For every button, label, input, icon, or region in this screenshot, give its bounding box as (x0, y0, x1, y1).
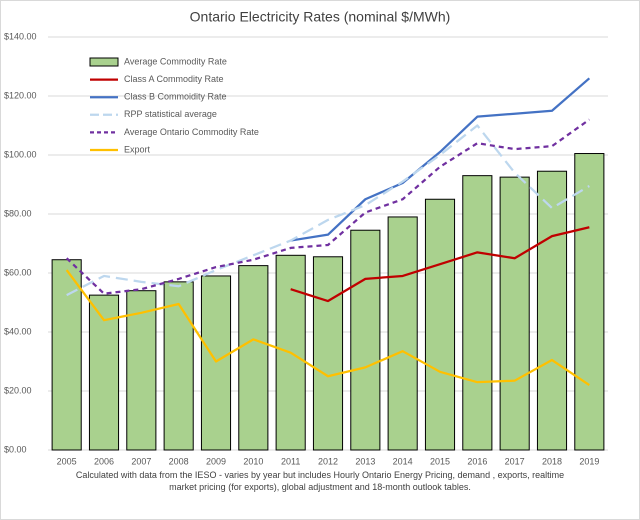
bar (424, 198, 456, 451)
y-tick-label: $60.00 (4, 267, 32, 277)
y-tick-label: $0.00 (4, 444, 27, 454)
x-tick-label: 2008 (169, 456, 189, 466)
y-tick-label: $80.00 (4, 208, 32, 218)
x-tick-label: 2012 (318, 456, 338, 466)
footnote: Calculated with data from the IESO - var… (75, 470, 565, 492)
y-tick-label: $100.00 (4, 149, 37, 159)
y-tick-label: $140.00 (4, 31, 37, 41)
bar (312, 256, 344, 451)
y-tick-label: $20.00 (4, 385, 32, 395)
line-series (66, 124, 590, 297)
bar (350, 229, 381, 451)
bar (499, 176, 530, 451)
legend-label: Export (124, 144, 151, 154)
bar (238, 265, 269, 451)
x-tick-label: 2019 (579, 456, 599, 466)
x-tick-label: 2007 (131, 456, 151, 466)
line-series (65, 269, 590, 387)
x-tick-label: 2006 (94, 456, 114, 466)
x-tick-label: 2011 (281, 456, 300, 466)
legend-label: RPP statistical average (124, 109, 217, 119)
legend-label: Average Ontario Commodity Rate (124, 127, 259, 137)
bar (387, 216, 418, 451)
x-tick-label: 2013 (355, 456, 375, 466)
legend-label: Class B Commoidity Rate (124, 92, 227, 102)
bar (163, 281, 194, 451)
x-tick-label: 2010 (243, 456, 263, 466)
line-series (290, 226, 590, 303)
y-tick-label: $40.00 (4, 326, 32, 336)
legend-label: Average Commodity Rate (124, 56, 227, 66)
x-tick-label: 2016 (467, 456, 487, 466)
bar (536, 170, 568, 451)
legend-swatch (89, 57, 119, 67)
bar (200, 275, 232, 451)
x-tick-label: 2005 (57, 456, 77, 466)
bar (51, 259, 82, 451)
chart-title: Ontario Electricity Rates (nominal $/MWh… (190, 9, 451, 25)
bar (574, 153, 605, 451)
x-tick-label: 2009 (206, 456, 226, 466)
y-tick-label: $120.00 (4, 90, 37, 100)
line-series (65, 118, 590, 295)
x-tick-label: 2015 (430, 456, 450, 466)
x-tick-label: 2017 (505, 456, 525, 466)
x-tick-label: 2018 (542, 456, 562, 466)
bar (462, 175, 493, 451)
line-series (290, 77, 591, 242)
bar (126, 290, 157, 451)
x-tick-label: 2014 (393, 456, 413, 466)
legend-label: Class A Commodity Rate (124, 74, 224, 84)
